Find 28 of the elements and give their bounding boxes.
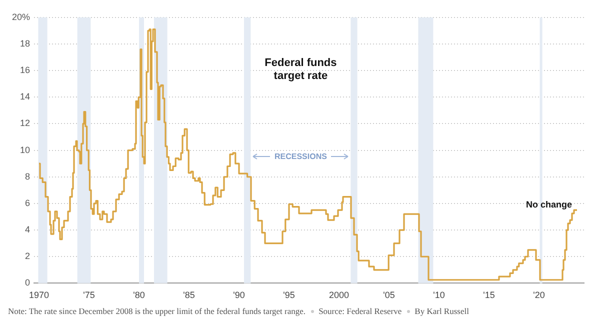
x-tick-label: '75 bbox=[83, 290, 95, 300]
y-tick-label: 6 bbox=[25, 198, 30, 208]
text: Note: The rate since December 2008 is the upper limit of the federal funds target range. bbox=[8, 306, 306, 316]
x-tick-label: '95 bbox=[283, 290, 295, 300]
y-tick-label: 0 bbox=[25, 278, 30, 288]
y-tick-label: 16 bbox=[20, 65, 30, 76]
y-tick-label: 14 bbox=[20, 92, 30, 102]
x-tick-label: '80 bbox=[133, 290, 145, 300]
x-tick-label: 2000 bbox=[328, 290, 350, 300]
x-tick-label: '05 bbox=[383, 290, 395, 300]
text: Federal funds target rate bbox=[264, 56, 338, 83]
x-tick-label: '10 bbox=[433, 290, 445, 300]
text: By Karl Russell bbox=[414, 306, 469, 316]
x-tick-label: '90 bbox=[233, 290, 245, 300]
y-tick-label: 20% bbox=[12, 12, 30, 22]
y-tick-label: 8 bbox=[25, 171, 30, 182]
y-tick-label: 10 bbox=[20, 144, 30, 155]
x-tick-label: 1970 bbox=[28, 290, 50, 300]
annotation: RECESSIONS bbox=[274, 152, 328, 162]
y-tick-label: 4 bbox=[25, 224, 30, 235]
x-tick-label: '15 bbox=[483, 290, 495, 300]
source-note: Source: Federal Reserve bbox=[318, 306, 402, 316]
y-tick-label: 18 bbox=[20, 38, 30, 48]
annotation: No change bbox=[526, 199, 572, 210]
x-tick-label: '20 bbox=[533, 290, 545, 300]
y-tick-label: 2 bbox=[25, 251, 30, 262]
y-tick-label: 12 bbox=[20, 118, 30, 128]
x-tick-label: '85 bbox=[183, 290, 195, 300]
